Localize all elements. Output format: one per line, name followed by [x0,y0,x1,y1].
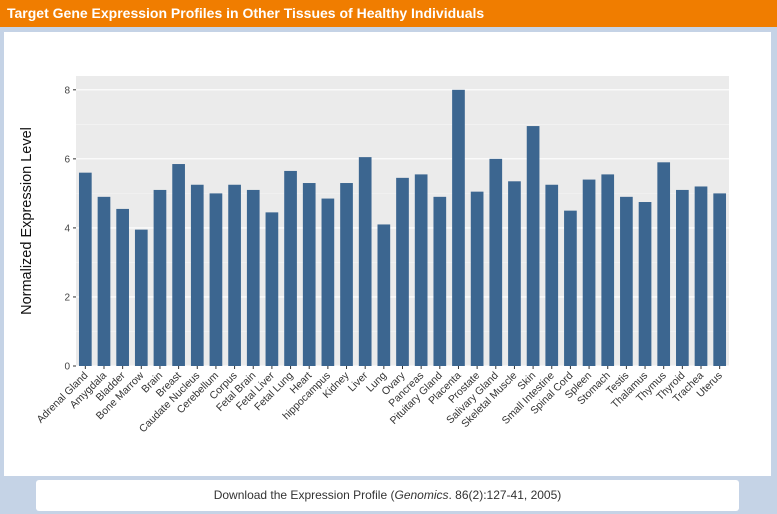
download-prefix: Download the Expression Profile ( [213,488,395,502]
bar [508,181,521,366]
y-tick-label: 4 [64,223,70,234]
chart-card: 0 2 4 6 8 Adrenal Gland Amygdala Bladder Bone M… [4,32,771,476]
bar [321,198,335,366]
bar [694,186,708,366]
bar [414,174,428,366]
panel-header: Target Gene Expression Profiles in Other… [0,0,777,27]
bar [284,170,297,366]
y-axis: 0 2 4 6 8 [64,85,76,373]
bar [526,126,540,366]
bar [209,193,223,366]
journal-name: Genomics [394,488,449,502]
citation-details: . 86(2):127-41, 2005) [448,488,562,502]
y-axis-title: Normalized Expression Level [19,127,35,315]
bar [657,162,671,366]
download-expression-profile-link[interactable]: Download the Expression Profile (Genomic… [36,480,739,511]
bar [340,183,353,366]
bar [470,191,484,366]
bar [452,89,465,367]
y-tick-label: 0 [64,362,70,373]
bar [246,189,260,366]
bar [433,196,447,366]
bar [134,229,148,366]
bar [172,164,185,366]
bar [153,189,167,366]
bar [396,177,409,366]
bar [676,189,689,366]
bar [713,193,727,366]
bar [582,179,596,366]
bar [358,157,372,366]
bar [78,172,92,366]
bar [302,183,316,366]
bar [545,184,559,366]
bar [116,208,129,366]
bar [265,212,279,366]
y-tick-label: 6 [64,154,70,165]
y-tick-label: 2 [64,292,70,303]
bars [78,89,727,367]
panel-title: Target Gene Expression Profiles in Other… [7,5,485,21]
bar [489,158,503,366]
bar [97,196,111,366]
bar [601,174,615,366]
y-tick-label: 8 [64,85,70,96]
bar [638,202,652,366]
bar [190,184,204,366]
bar [228,184,241,366]
bar [620,196,633,366]
bar [564,210,577,366]
bar [377,224,391,366]
